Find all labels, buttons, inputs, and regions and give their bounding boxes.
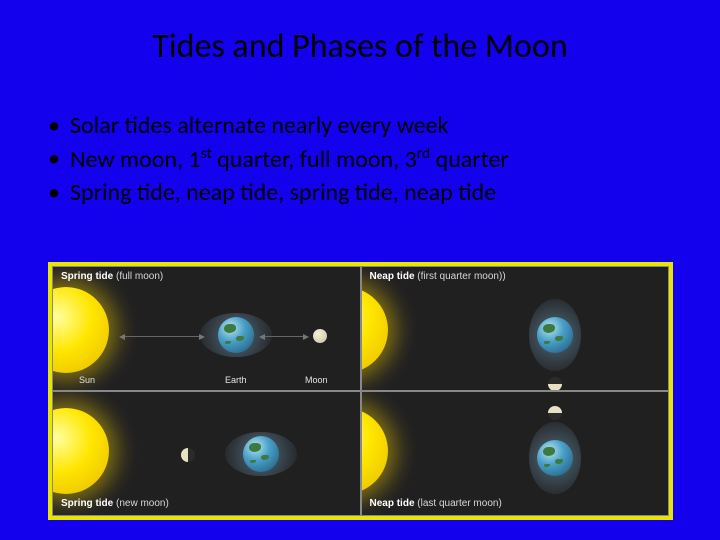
slide-title: Tides and Phases of the Moon	[0, 0, 720, 67]
panel-title: Neap tide (first quarter moon))	[370, 271, 506, 282]
gravity-arrow	[263, 336, 305, 337]
bullet-item: New moon, 1st quarter, full moon, 3rd qu…	[48, 144, 720, 174]
moon-icon	[548, 406, 562, 420]
bullet-list: Solar tides alternate nearly every week …	[0, 111, 720, 207]
bullet-item: Spring tide, neap tide, spring tide, nea…	[48, 178, 720, 207]
panel-spring-new: Spring tide (new moon)	[52, 391, 361, 516]
panel-title: Spring tide (full moon)	[61, 271, 163, 282]
sun-icon	[52, 287, 109, 373]
tide-diagram: Spring tide (full moon) Sun Earth Moon Neap …	[48, 262, 673, 520]
sun-icon	[52, 408, 109, 494]
body-label: Earth	[225, 375, 247, 385]
bullet-item: Solar tides alternate nearly every week	[48, 111, 720, 140]
moon-icon	[181, 448, 195, 462]
panel-title: Neap tide (last quarter moon)	[370, 498, 502, 509]
panel-spring-full: Spring tide (full moon) Sun Earth Moon	[52, 266, 361, 391]
earth-icon	[537, 440, 573, 476]
gravity-arrow	[123, 336, 201, 337]
body-label: Sun	[79, 375, 95, 385]
earth-icon	[218, 317, 254, 353]
moon-icon	[313, 329, 327, 343]
body-label: Moon	[305, 375, 328, 385]
earth-icon	[243, 436, 279, 472]
panel-neap-last: Neap tide (last quarter moon)	[361, 391, 670, 516]
sun-icon	[361, 287, 388, 373]
earth-icon	[537, 317, 573, 353]
moon-icon	[548, 377, 562, 391]
panel-title: Spring tide (new moon)	[61, 498, 169, 509]
panel-neap-first: Neap tide (first quarter moon))	[361, 266, 670, 391]
sun-icon	[361, 408, 388, 494]
